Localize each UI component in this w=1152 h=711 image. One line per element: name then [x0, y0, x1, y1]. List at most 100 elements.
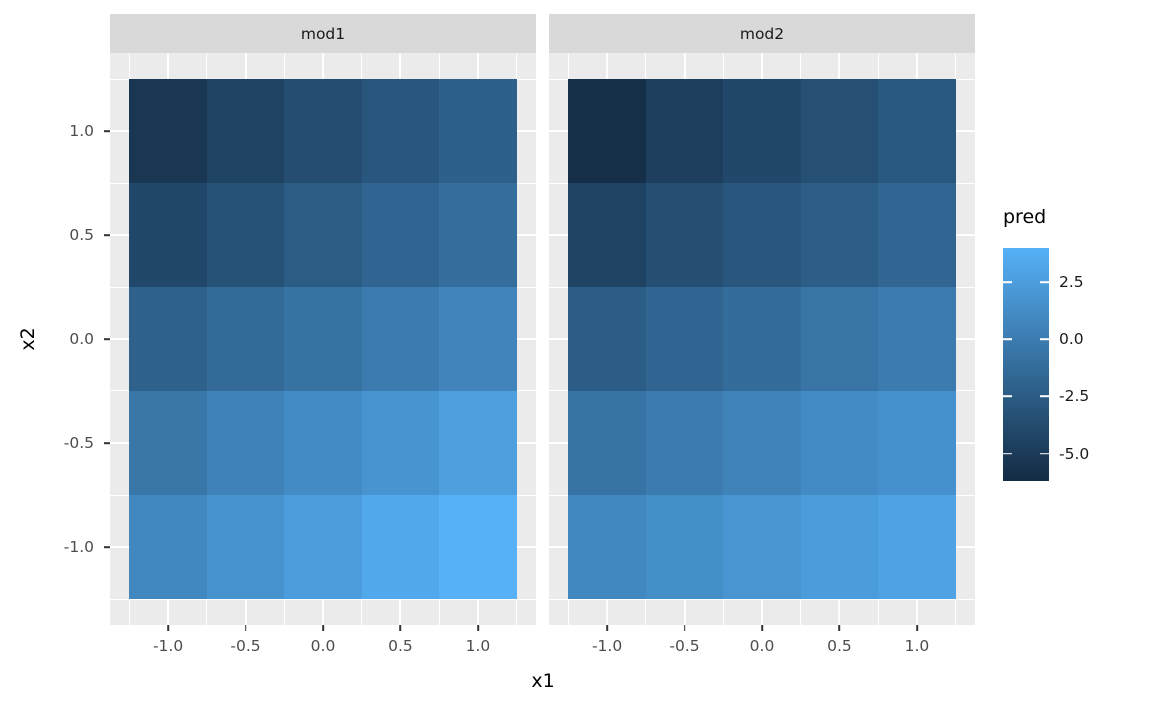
- legend-tick: [1003, 395, 1012, 398]
- facet-strip: mod1: [110, 14, 536, 53]
- x-tick-mark: [322, 625, 324, 631]
- heatmap-tile: [645, 79, 724, 183]
- heatmap-tile: [568, 287, 646, 391]
- heatmap-tile: [129, 287, 207, 391]
- y-tick-label: -1.0: [63, 538, 94, 556]
- heatmap-tile: [439, 287, 517, 391]
- legend-tick: [1003, 452, 1012, 455]
- heatmap-panel: [110, 53, 536, 625]
- heatmap-tile: [439, 391, 517, 495]
- x-tick-mark: [761, 625, 763, 631]
- heatmap-tiles: [568, 79, 956, 599]
- legend-tick-label: -5.0: [1059, 444, 1090, 463]
- heatmap-tile: [723, 287, 801, 391]
- heatmap-tile: [284, 391, 362, 495]
- heatmap-tile: [568, 79, 646, 183]
- heatmap-tile: [284, 183, 362, 287]
- y-tick-label: -0.5: [63, 434, 94, 452]
- x-axis: -1.0 -0.5 0.0 0.5 1.0: [110, 625, 536, 673]
- x-tick-label: -1.0: [591, 637, 623, 655]
- legend-tick: [1040, 338, 1049, 341]
- heatmap-tile: [645, 287, 724, 391]
- legend: pred 2.5 0.0 -2.5 -5.0: [1003, 206, 1148, 506]
- heatmap-tile: [129, 495, 207, 599]
- x-tick-label: 0.0: [749, 637, 775, 655]
- heatmap-tile: [878, 183, 956, 287]
- heatmap-tile: [361, 391, 440, 495]
- heatmap-tile: [206, 495, 285, 599]
- heatmap-tile: [284, 79, 362, 183]
- x-tick-mark: [244, 625, 247, 631]
- heatmap-tile: [645, 495, 724, 599]
- facet-strip: mod2: [549, 14, 975, 53]
- y-tick-mark: [104, 546, 110, 548]
- heatmap-tile: [800, 287, 879, 391]
- heatmap-tile: [878, 391, 956, 495]
- x-tick-label: 0.0: [310, 637, 336, 655]
- heatmap-tile: [284, 287, 362, 391]
- heatmap-tile: [568, 495, 646, 599]
- heatmap-tile: [800, 495, 879, 599]
- x-tick-mark: [399, 625, 402, 631]
- heatmap-tile: [129, 79, 207, 183]
- y-tick-label: 0.0: [69, 330, 94, 348]
- heatmap-tile: [723, 495, 801, 599]
- legend-tick: [1003, 281, 1012, 284]
- y-tick-mark: [104, 234, 110, 236]
- x-axis: -1.0 -0.5 0.0 0.5 1.0: [549, 625, 975, 673]
- heatmap-tile: [800, 183, 879, 287]
- x-tick-mark: [683, 625, 686, 631]
- heatmap-tile: [206, 79, 285, 183]
- legend-tick-label: 2.5: [1059, 273, 1084, 292]
- heatmap-tile: [129, 391, 207, 495]
- legend-tick: [1040, 395, 1049, 398]
- x-tick-label: 0.5: [827, 637, 852, 655]
- facet-strip-label: mod1: [300, 24, 346, 43]
- heatmap-tile: [361, 287, 440, 391]
- heatmap-tiles: [129, 79, 517, 599]
- legend-tick: [1040, 281, 1049, 284]
- heatmap-tile: [206, 183, 285, 287]
- heatmap-tile: [361, 183, 440, 287]
- heatmap-tile: [800, 79, 879, 183]
- facet-mod2: mod2 -1.0 -0.5 0.0 0.5 1.0: [549, 14, 975, 694]
- y-tick-mark: [104, 442, 110, 444]
- x-tick-mark: [606, 625, 608, 631]
- heatmap-tile: [723, 79, 801, 183]
- heatmap-tile: [723, 183, 801, 287]
- heatmap-tile: [439, 79, 517, 183]
- heatmap-tile: [568, 391, 646, 495]
- x-tick-label: -0.5: [230, 637, 261, 655]
- y-tick-mark: [104, 338, 110, 340]
- heatmap-tile: [878, 287, 956, 391]
- heatmap-tile: [878, 79, 956, 183]
- heatmap-tile: [568, 183, 646, 287]
- heatmap-tile: [439, 495, 517, 599]
- legend-title: pred: [1003, 206, 1047, 228]
- x-tick-mark: [916, 625, 918, 631]
- x-tick-label: 1.0: [904, 637, 930, 655]
- heatmap-tile: [645, 391, 724, 495]
- heatmap-tile: [129, 183, 207, 287]
- heatmap-tile: [800, 391, 879, 495]
- legend-tick: [1003, 338, 1012, 341]
- heatmap-tile: [723, 391, 801, 495]
- y-axis: 1.0 0.5 0.0 -0.5 -1.0: [0, 53, 110, 625]
- heatmap-tile: [439, 183, 517, 287]
- facet-strip-label: mod2: [739, 24, 785, 43]
- heatmap-tile: [206, 391, 285, 495]
- heatmap-panel: [549, 53, 975, 625]
- x-axis-title: x1: [531, 670, 555, 692]
- heatmap-tile: [284, 495, 362, 599]
- x-tick-mark: [477, 625, 479, 631]
- heatmap-tile: [361, 79, 440, 183]
- y-tick-mark: [104, 130, 110, 132]
- heatmap-tile: [361, 495, 440, 599]
- y-tick-label: 0.5: [69, 226, 94, 244]
- x-tick-label: -1.0: [152, 637, 184, 655]
- legend-tick-label: -2.5: [1059, 387, 1090, 406]
- legend-colorbar: [1003, 248, 1049, 481]
- heatmap-tile: [206, 287, 285, 391]
- facet-mod1: mod1 -1.0 -0.5 0.0 0.5 1.0: [110, 14, 536, 694]
